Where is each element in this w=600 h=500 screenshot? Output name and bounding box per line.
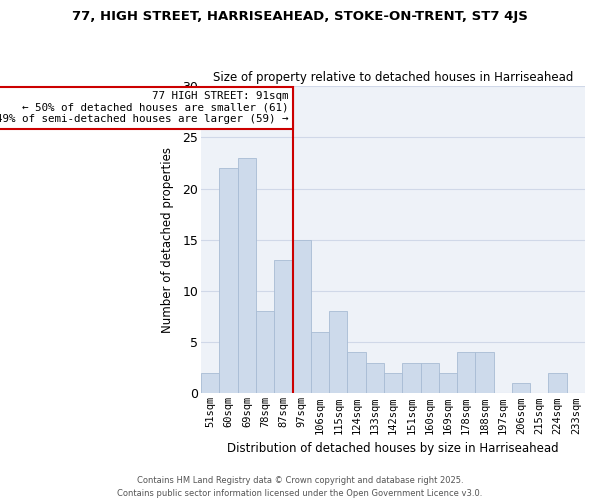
Bar xyxy=(274,260,293,394)
Text: 77, HIGH STREET, HARRISEAHEAD, STOKE-ON-TRENT, ST7 4JS: 77, HIGH STREET, HARRISEAHEAD, STOKE-ON-… xyxy=(72,10,528,23)
Bar xyxy=(293,240,311,394)
Bar xyxy=(402,362,421,394)
Bar xyxy=(311,332,329,394)
Bar xyxy=(512,383,530,394)
Bar xyxy=(439,373,457,394)
Bar xyxy=(475,352,494,394)
Bar xyxy=(220,168,238,394)
Bar xyxy=(256,312,274,394)
Bar xyxy=(365,362,384,394)
Bar xyxy=(548,373,567,394)
Bar xyxy=(421,362,439,394)
Bar xyxy=(201,373,220,394)
Bar xyxy=(329,312,347,394)
Bar xyxy=(384,373,402,394)
Title: Size of property relative to detached houses in Harriseahead: Size of property relative to detached ho… xyxy=(213,70,573,84)
Text: Contains HM Land Registry data © Crown copyright and database right 2025.
Contai: Contains HM Land Registry data © Crown c… xyxy=(118,476,482,498)
Bar xyxy=(238,158,256,394)
Bar xyxy=(347,352,365,394)
Bar xyxy=(457,352,475,394)
X-axis label: Distribution of detached houses by size in Harriseahead: Distribution of detached houses by size … xyxy=(227,442,559,455)
Y-axis label: Number of detached properties: Number of detached properties xyxy=(161,146,174,332)
Text: 77 HIGH STREET: 91sqm
← 50% of detached houses are smaller (61)
49% of semi-deta: 77 HIGH STREET: 91sqm ← 50% of detached … xyxy=(0,91,289,124)
